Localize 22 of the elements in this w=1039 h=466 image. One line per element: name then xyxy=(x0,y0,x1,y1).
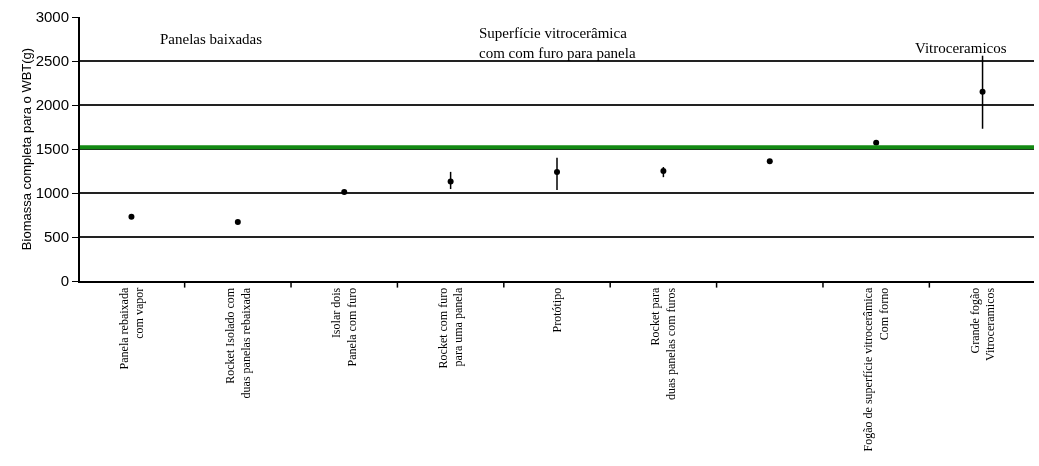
y-axis-title: Biomassa completa para o WBT(g) xyxy=(18,47,34,251)
point xyxy=(554,168,560,175)
y-tick-label: 3000 xyxy=(35,8,69,26)
x-tick-label: Rocket para duas panelas com furos xyxy=(648,287,679,401)
y-tick-label: 0 xyxy=(60,272,69,290)
point xyxy=(979,88,986,95)
annotation: Vitroceramicos xyxy=(915,40,1007,56)
point xyxy=(660,168,667,174)
x-tick-label: Fogão de superfície vitrocerâmica Com forno xyxy=(861,287,891,452)
x-tick-label: Rocket com furo para uma panela xyxy=(435,287,466,369)
y-tick-label: 1500 xyxy=(35,140,69,158)
y-tick-label: 2000 xyxy=(35,96,69,114)
x-tick-label: Grande fogão Vitroceramicos xyxy=(967,287,998,362)
annotation: Superfície vitrocerâmica com com furo para panela xyxy=(479,25,636,61)
point xyxy=(447,178,454,185)
annotation: Panelas baixadas xyxy=(160,31,263,47)
y-tick-label: 500 xyxy=(43,228,69,246)
y-tick-label: 1000 xyxy=(35,184,69,202)
x-tick-label: Protótipo xyxy=(549,287,564,333)
x-tick-label: Isolar dois Panela com furo xyxy=(329,287,359,367)
x-tick-label: Panela rebaixada com vapor xyxy=(116,287,147,370)
y-tick-label: 2500 xyxy=(35,52,69,70)
